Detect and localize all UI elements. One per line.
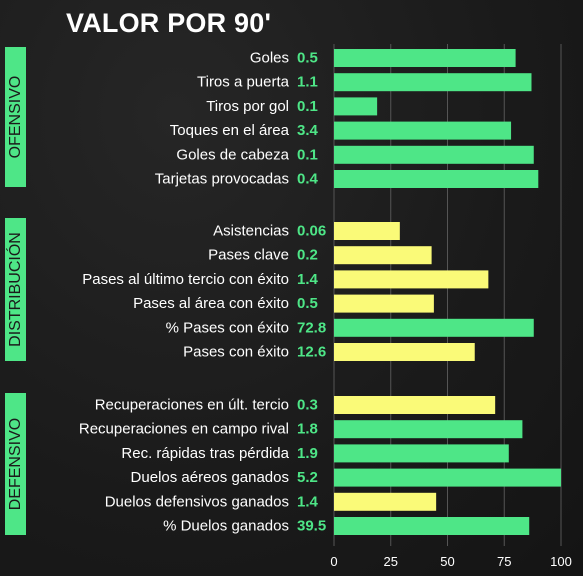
- bars-layer: Goles 0.5 Tiros a puerta 1.1 Tiros por gol 0.…: [79, 49, 561, 535]
- metric-value: 12.6: [297, 344, 326, 361]
- metric-label: Tiros a puerta: [197, 74, 290, 91]
- x-axis-ticks: 0 25 50 75 100: [330, 554, 571, 569]
- metric-value: 0.4: [297, 171, 319, 188]
- bar-row: Duelos aéreos ganados 5.2: [131, 468, 561, 487]
- x-tick-label: 0: [330, 554, 337, 569]
- bar: [334, 270, 489, 289]
- metric-label: % Pases con éxito: [166, 319, 289, 336]
- metric-value: 0.1: [297, 146, 318, 163]
- metric-value: 0.5: [297, 50, 318, 67]
- section-label-text: OFENSIVO: [7, 76, 24, 159]
- metric-label: Recuperaciones en últ. tercio: [95, 397, 289, 414]
- metric-value: 1.1: [297, 74, 318, 91]
- bar-row: Pases con éxito 12.6: [183, 343, 475, 361]
- section-label-bg: [5, 47, 26, 187]
- bar-row: Pases al último tercio con éxito 1.4: [82, 270, 489, 289]
- bar: [334, 170, 539, 188]
- metric-label: Duelos aéreos ganados: [131, 469, 289, 486]
- metric-label: Recuperaciones en campo rival: [79, 421, 289, 438]
- bar: [334, 517, 530, 535]
- metric-value: 5.2: [297, 469, 318, 486]
- bar-row: Rec. rápidas tras pérdida 1.9: [121, 444, 509, 463]
- metric-label: Asistencias: [213, 223, 289, 240]
- bar: [334, 294, 434, 313]
- metric-value: 39.5: [297, 518, 326, 535]
- bar-row: Pases clave 0.2: [208, 246, 432, 265]
- section-label-text: DEFENSIVO: [7, 418, 24, 510]
- metric-label: Tiros por gol: [206, 98, 289, 115]
- metric-label: Toques en el área: [170, 122, 290, 139]
- bar: [334, 492, 437, 511]
- x-tick-label: 50: [440, 554, 454, 569]
- metric-value: 1.9: [297, 445, 318, 462]
- section-label-text: DISTRIBUCIÓN: [5, 232, 24, 347]
- chart-title: VALOR POR 90': [66, 8, 272, 38]
- bar: [334, 343, 475, 361]
- bar-row: % Duelos ganados 39.5: [163, 517, 530, 535]
- bar: [334, 97, 378, 116]
- x-tick-label: 75: [497, 554, 511, 569]
- bar: [334, 73, 532, 92]
- bar-row: Recuperaciones en campo rival 1.8: [79, 420, 523, 439]
- bar: [334, 246, 432, 265]
- metric-value: 1.4: [297, 271, 319, 288]
- metric-value: 0.3: [297, 397, 318, 414]
- bar: [334, 318, 534, 337]
- bar: [334, 145, 534, 164]
- bar: [334, 396, 496, 414]
- metric-label: Pases con éxito: [183, 344, 289, 361]
- metric-value: 0.2: [297, 247, 318, 264]
- bar-row: Tarjetas provocadas 0.4: [155, 170, 539, 188]
- bar-row: % Pases con éxito 72.8: [166, 318, 534, 337]
- x-tick-label: 100: [550, 554, 572, 569]
- metric-label: Pases al área con éxito: [133, 295, 289, 312]
- metric-label: Rec. rápidas tras pérdida: [121, 445, 289, 462]
- bar: [334, 444, 509, 463]
- metric-value: 3.4: [297, 122, 319, 139]
- metric-value: 0.5: [297, 295, 318, 312]
- section-label-0: OFENSIVO: [5, 47, 26, 187]
- metric-value: 1.4: [297, 493, 319, 510]
- bar-row: Goles de cabeza 0.1: [176, 145, 534, 164]
- bar-row: Goles 0.5: [250, 49, 516, 67]
- bar: [334, 222, 400, 240]
- bar: [334, 468, 561, 487]
- bar-row: Recuperaciones en últ. tercio 0.3: [95, 396, 496, 414]
- bar-row: Tiros por gol 0.1: [206, 97, 378, 116]
- bar: [334, 121, 512, 140]
- bar-row: Toques en el área 3.4: [170, 121, 512, 140]
- metric-label: Pases clave: [208, 247, 289, 264]
- x-tick-label: 25: [384, 554, 398, 569]
- metric-value: 72.8: [297, 319, 326, 336]
- metric-label: Tarjetas provocadas: [155, 171, 289, 188]
- section-label-2: DEFENSIVO: [5, 393, 26, 535]
- section-label-bg: [5, 218, 26, 361]
- metric-value: 0.1: [297, 98, 318, 115]
- bar-row: Pases al área con éxito 0.5: [133, 294, 434, 313]
- metric-label: Pases al último tercio con éxito: [82, 271, 289, 288]
- metric-value: 1.8: [297, 421, 318, 438]
- metric-label: Goles: [250, 50, 289, 67]
- section-labels: OFENSIVO DISTRIBUCIÓN DEFENSIVO: [5, 47, 26, 535]
- bar: [334, 420, 523, 439]
- metric-label: Goles de cabeza: [176, 146, 289, 163]
- bar-row: Tiros a puerta 1.1: [197, 73, 532, 92]
- bar-row: Asistencias 0.06: [213, 222, 400, 240]
- metric-label: Duelos defensivos ganados: [105, 493, 289, 510]
- section-label-bg: [5, 393, 26, 535]
- metric-label: % Duelos ganados: [163, 518, 289, 535]
- bar-row: Duelos defensivos ganados 1.4: [105, 492, 437, 511]
- section-label-1: DISTRIBUCIÓN: [5, 218, 26, 361]
- bar: [334, 49, 516, 67]
- metric-value: 0.06: [297, 223, 326, 240]
